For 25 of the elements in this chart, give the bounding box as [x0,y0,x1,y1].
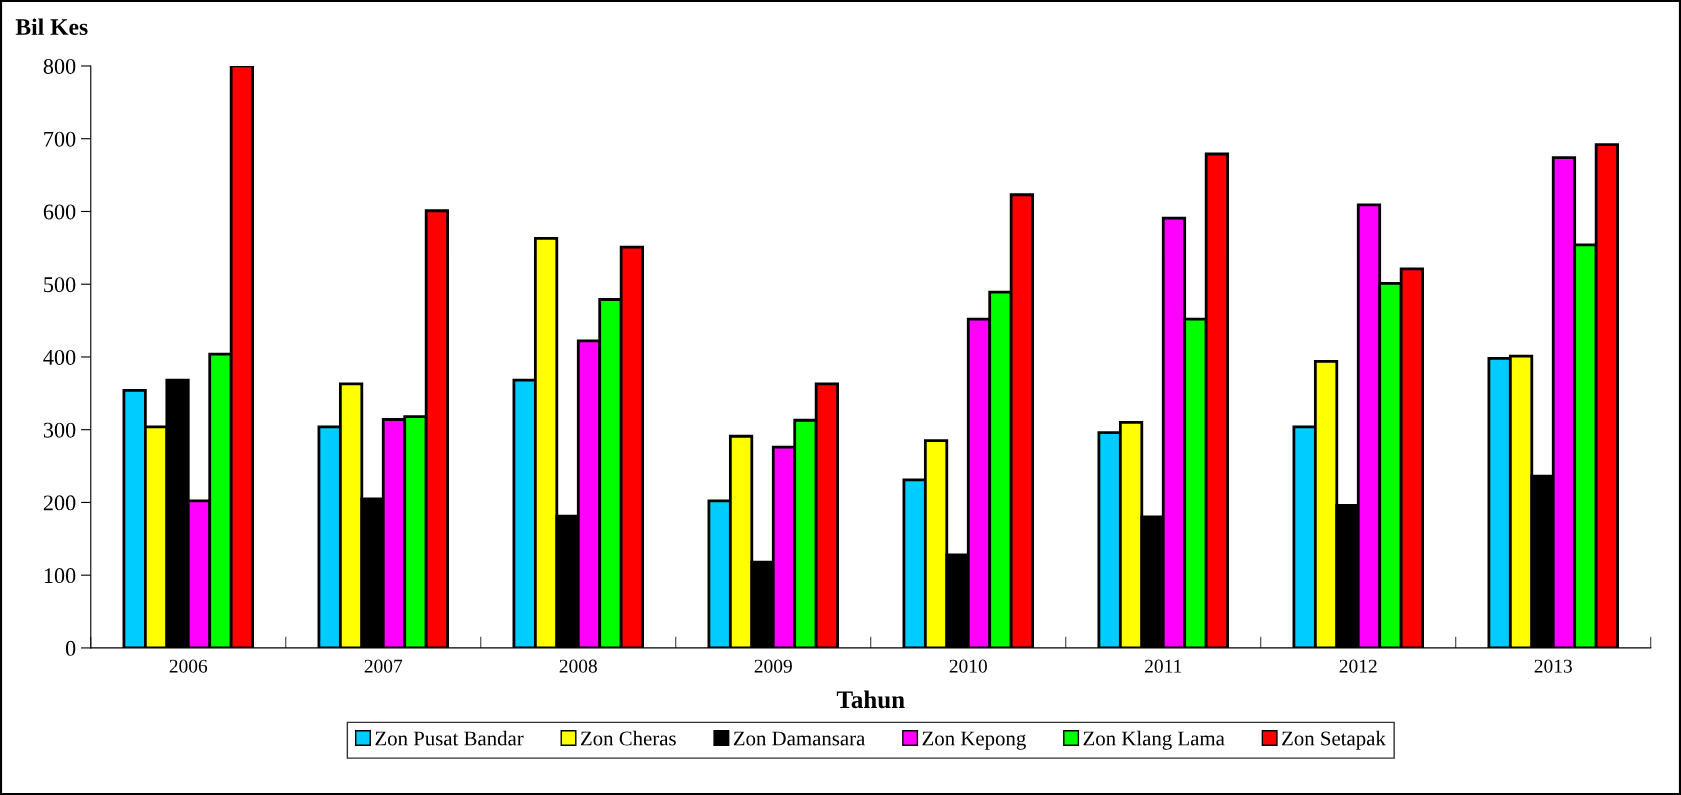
y-tick-label: 300 [43,422,76,438]
x-tick-label: 2012 [1339,659,1377,673]
legend-label: Zon Pusat Bandar [375,730,524,746]
x-tick-label: 2006 [169,659,208,673]
x-tick-label: 2009 [754,659,792,673]
y-tick-label: 700 [44,131,76,147]
x-tick-label: 2010 [949,659,987,673]
legend-label: Zon Damansara [733,731,866,746]
x-tick-label: 2011 [1145,659,1182,673]
x-axis-title: Tahun [836,690,905,709]
y-axis-title: Bil Kes [15,18,88,35]
y-tick-label: 100 [44,568,76,584]
y-tick-label: 0 [65,640,76,656]
legend-label: Zon Kepong [922,731,1026,750]
x-tick-label: 2013 [1534,659,1572,673]
y-tick-label: 800 [43,58,76,74]
y-tick-label: 200 [43,495,76,511]
x-tick-label: 2007 [364,659,403,673]
y-tick-label: 600 [43,204,76,220]
legend-label: Zon Cheras [580,730,676,746]
y-tick-label: 500 [44,277,76,293]
y-tick-label: 400 [43,349,76,365]
legend-label: Zon Setapak [1282,730,1386,750]
x-tick-label: 2008 [559,659,597,673]
legend-label: Zon Klang Lama [1083,730,1225,750]
